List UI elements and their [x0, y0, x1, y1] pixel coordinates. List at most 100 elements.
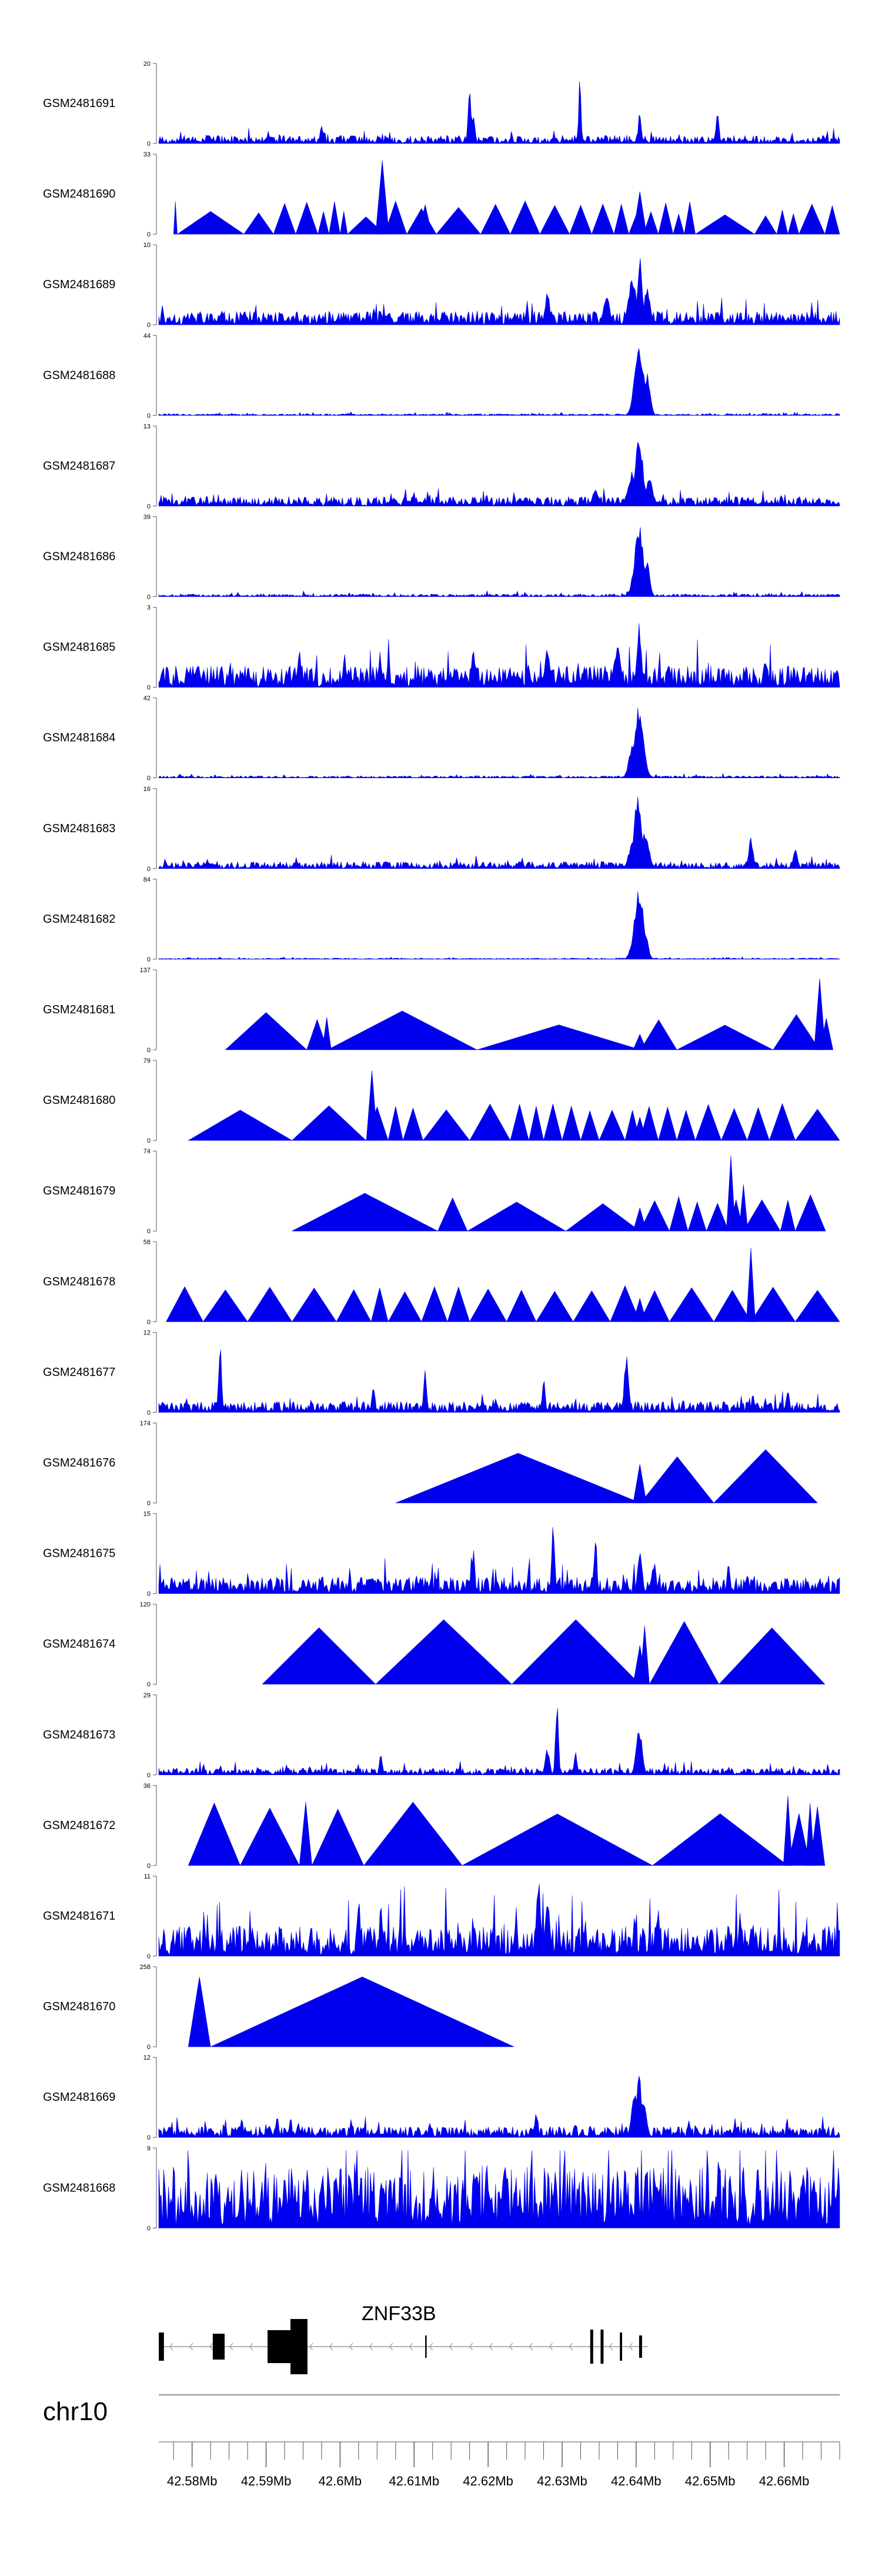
- axis-tick-label: 42.64Mb: [611, 2474, 662, 2488]
- signal-segment: [318, 211, 329, 235]
- signal-segment: [384, 201, 407, 235]
- signal-segment: [754, 215, 777, 235]
- track-label: GSM2481682: [43, 913, 115, 926]
- signal-segment: [210, 1976, 514, 2047]
- signal-peak: [633, 191, 647, 235]
- signal-segment: [225, 1012, 308, 1050]
- signal-peak: [726, 1156, 736, 1232]
- track-label: GSM2481677: [43, 1366, 115, 1379]
- signal-segment: [173, 201, 178, 235]
- track-GSM2481670: GSM2481670 258 0: [43, 1964, 514, 2051]
- y-max-label: 42: [143, 695, 151, 702]
- strand-arrow: [489, 2343, 493, 2351]
- y-zero-label: 0: [147, 1319, 151, 1326]
- signal-segment: [658, 203, 674, 235]
- strand-arrow: [449, 2343, 453, 2351]
- strand-arrow: [409, 2343, 413, 2351]
- track-label: GSM2481672: [43, 1819, 115, 1832]
- y-zero-label: 0: [147, 503, 151, 510]
- signal-area: [158, 442, 840, 506]
- y-max-label: 13: [143, 423, 151, 430]
- strand-arrow: [369, 2343, 373, 2351]
- signal-segment: [243, 212, 274, 235]
- track-GSM2481681: GSM2481681 137 0: [43, 967, 834, 1054]
- signal-segment: [799, 203, 826, 235]
- signal-segment: [536, 1291, 574, 1322]
- signal-area: [158, 348, 840, 416]
- strand-arrow: [529, 2343, 533, 2351]
- strand-arrow: [329, 2343, 333, 2351]
- track-label: GSM2481679: [43, 1184, 115, 1197]
- signal-segment: [773, 1014, 820, 1050]
- track-label: GSM2481680: [43, 1094, 115, 1107]
- signal-segment: [437, 1197, 468, 1232]
- y-zero-label: 0: [147, 2225, 151, 2232]
- signal-segment: [713, 1449, 818, 1503]
- signal-segment: [347, 216, 385, 235]
- track-GSM2481689: GSM2481689 10 0: [43, 242, 840, 329]
- signal-segment: [747, 1107, 770, 1141]
- gene-exon: [290, 2319, 308, 2374]
- signal-segment: [329, 201, 340, 235]
- strand-arrow: [389, 2343, 393, 2351]
- signal-segment: [640, 1019, 677, 1050]
- y-max-label: 10: [143, 242, 151, 249]
- y-zero-label: 0: [147, 1953, 151, 1960]
- signal-segment: [436, 207, 482, 235]
- track-GSM2481680: GSM2481680 79 0: [43, 1057, 840, 1144]
- signal-segment: [306, 1019, 328, 1050]
- axis-tick-label: 42.63Mb: [537, 2474, 587, 2488]
- signal-peak: [633, 1116, 647, 1141]
- track-label: GSM2481690: [43, 188, 115, 201]
- y-max-label: 36: [143, 1783, 151, 1790]
- axis-tick-label: 42.65Mb: [685, 2474, 736, 2488]
- signal-area: [158, 527, 840, 598]
- strand-arrow: [609, 2343, 613, 2351]
- gene-exon: [620, 2333, 622, 2361]
- signal-segment: [422, 1109, 470, 1141]
- strand-arrow: [309, 2343, 313, 2351]
- signal-segment: [292, 1193, 438, 1232]
- y-max-label: 20: [143, 61, 151, 68]
- y-zero-label: 0: [147, 866, 151, 873]
- y-zero-label: 0: [147, 956, 151, 963]
- track-GSM2481672: GSM2481672 36 0: [43, 1783, 826, 1870]
- signal-segment: [240, 1807, 300, 1866]
- signal-segment: [188, 1110, 293, 1141]
- signal-peak: [633, 1645, 647, 1684]
- y-zero-label: 0: [147, 1500, 151, 1507]
- y-max-label: 39: [143, 514, 151, 521]
- y-max-label: 3: [147, 605, 151, 612]
- signal-peak: [805, 1803, 815, 1866]
- signal-segment: [466, 1202, 567, 1232]
- signal-segment: [613, 204, 629, 235]
- strand-arrow: [549, 2343, 553, 2351]
- gene-exon: [159, 2333, 164, 2361]
- strand-arrow: [209, 2343, 213, 2351]
- track-label: GSM2481688: [43, 369, 115, 382]
- signal-segment: [312, 1808, 365, 1866]
- signal-segment: [687, 1201, 707, 1232]
- signal-segment: [599, 1109, 626, 1141]
- signal-peak: [783, 1796, 793, 1866]
- track-GSM2481677: GSM2481677 12 0: [43, 1329, 840, 1416]
- signal-peak: [418, 204, 432, 235]
- signal-segment: [580, 1110, 600, 1141]
- track-label: GSM2481684: [43, 732, 115, 745]
- signal-segment: [780, 1200, 796, 1232]
- y-zero-label: 0: [147, 1591, 151, 1598]
- y-zero-label: 0: [147, 1409, 151, 1416]
- signal-segment: [447, 1286, 470, 1322]
- signal-peak: [746, 1247, 756, 1322]
- y-max-label: 29: [143, 1692, 151, 1699]
- signal-peak: [739, 1184, 749, 1232]
- signal-peak: [633, 1464, 647, 1503]
- signal-segment: [694, 214, 756, 235]
- strand-arrow: [169, 2343, 173, 2351]
- strand-arrow: [469, 2343, 473, 2351]
- signal-area: [158, 1527, 840, 1594]
- signal-segment: [543, 1104, 563, 1141]
- signal-segment: [506, 1289, 537, 1322]
- signal-segment: [640, 1456, 714, 1503]
- signal-segment: [562, 1105, 581, 1141]
